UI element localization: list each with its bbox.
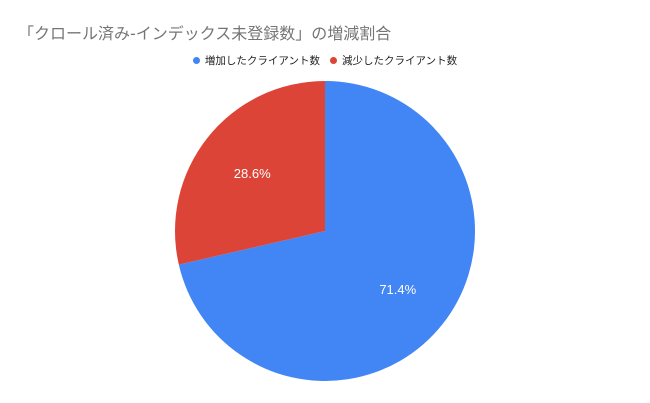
legend-dot-icon [330,57,337,64]
legend-item-increase[interactable]: 増加したクライアント数 [192,53,320,68]
pie-slice-decrease[interactable] [175,81,325,265]
legend-label: 減少したクライアント数 [342,55,458,67]
legend-label: 増加したクライアント数 [204,55,320,67]
legend-dot-icon [192,57,200,64]
slice-label-increase: 71.4% [379,282,416,297]
slice-label-decrease: 28.6% [234,166,271,181]
chart-legend: 増加したクライアント数 減少したクライアント数 [0,53,650,68]
pie-slice-increase[interactable] [178,81,475,381]
chart-title: 「クロール済み-インデックス未登録数」の増減割合 [18,24,392,43]
legend-item-decrease[interactable]: 減少したクライアント数 [330,53,457,68]
